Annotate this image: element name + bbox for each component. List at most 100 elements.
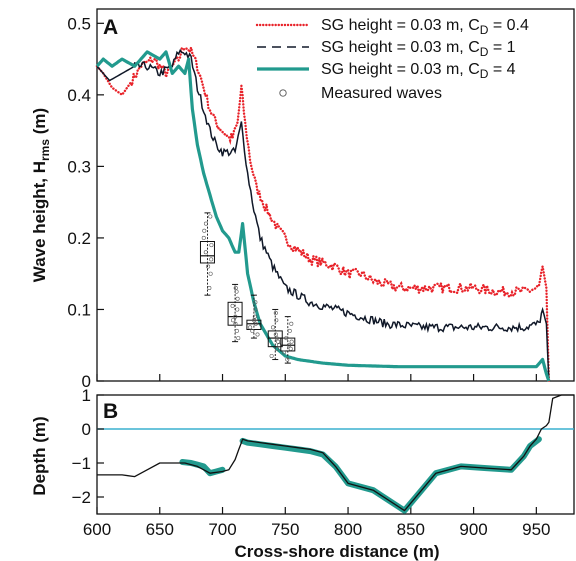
seagrass-segment xyxy=(239,436,542,514)
measured-point xyxy=(250,328,255,333)
legend-label-sub: D xyxy=(480,67,489,81)
legend-measured-label: Measured waves xyxy=(321,85,442,102)
seagrass-segment xyxy=(179,459,226,477)
legend-label-tail: = 4 xyxy=(488,61,515,78)
panel-a-axes: 0 0.1 0.2 0.3 0.4 0.5 600 650 700 750 800 850 900 950 xyxy=(67,14,550,539)
x-axis-title: Cross-shore distance (m) xyxy=(235,542,440,561)
series-cd-1-line xyxy=(96,48,550,382)
legend-label-main: SG height = 0.03 m, C xyxy=(321,17,480,34)
measured-point xyxy=(230,318,235,323)
measured-point xyxy=(276,339,281,344)
panel-a-letter: A xyxy=(103,16,118,39)
measured-point xyxy=(284,336,289,341)
measured-point xyxy=(274,346,279,351)
measured-point xyxy=(273,332,278,337)
measured-point xyxy=(208,271,213,276)
measured-point xyxy=(230,303,235,308)
measured-point xyxy=(202,228,207,233)
measured-point xyxy=(274,318,279,323)
measured-point xyxy=(233,321,238,326)
y-axis-title-a-sub: rms xyxy=(38,139,52,161)
measured-point xyxy=(233,314,238,319)
legend-label: SG height = 0.03 m, CD = 0.4 xyxy=(321,17,529,37)
measured-point xyxy=(235,307,240,312)
y-tick-label-a: 0.2 xyxy=(67,229,91,248)
y-axis-title-a: Wave height, Hrms (m) xyxy=(30,108,52,282)
y-tick-label-a: 0.5 xyxy=(67,14,91,33)
measured-box xyxy=(280,316,296,364)
measured-point xyxy=(281,350,286,355)
measured-point xyxy=(253,307,258,312)
x-tick-label: 850 xyxy=(397,520,425,539)
measured-box-rect xyxy=(199,241,215,264)
panel-b-frame xyxy=(96,394,575,515)
measured-point xyxy=(208,214,213,219)
measured-point xyxy=(252,318,257,323)
measured-point xyxy=(236,336,241,341)
y-tick-label-a: 0.1 xyxy=(67,300,91,319)
x-tick-label: 950 xyxy=(522,520,550,539)
measured-point xyxy=(253,321,258,326)
y-tick-label-a: 0 xyxy=(82,372,91,391)
y-tick-label-b: −1 xyxy=(72,454,91,473)
measured-point xyxy=(287,343,292,348)
measured-point xyxy=(203,221,208,226)
y-tick-label-b: 1 xyxy=(82,386,91,405)
measured-point xyxy=(255,332,260,337)
y-tick-label-a: 0.3 xyxy=(67,157,91,176)
measured-point xyxy=(209,243,214,248)
measured-point xyxy=(233,285,238,290)
measured-box xyxy=(267,308,283,361)
legend-label-main: SG height = 0.03 m, C xyxy=(321,61,480,78)
measured-point xyxy=(273,311,278,316)
svg-text:Wave height, Hrms (m): Wave height, Hrms (m) xyxy=(30,108,52,282)
x-tick-label: 600 xyxy=(83,520,111,539)
measured-point xyxy=(289,339,294,344)
legend-label: SG height = 0.03 m, CD = 1 xyxy=(321,39,516,59)
measured-point xyxy=(253,300,258,305)
legend-label-sub: D xyxy=(480,23,489,37)
x-tick-label: 700 xyxy=(208,520,236,539)
panel-b-letter: B xyxy=(103,400,118,423)
measured-point xyxy=(234,328,239,333)
x-tick-label: 800 xyxy=(334,520,362,539)
measured-box-rect xyxy=(246,319,262,330)
measured-point xyxy=(252,314,257,319)
measured-point xyxy=(269,353,274,358)
legend: SG height = 0.03 m, CD = 0.4SG height = … xyxy=(255,17,529,102)
measured-point xyxy=(206,264,211,269)
panel-b-axes: −2 −1 0 1 xyxy=(72,386,104,507)
measured-point xyxy=(248,325,253,330)
bed-profile-line xyxy=(97,394,574,512)
legend-label-tail: = 0.4 xyxy=(488,17,529,34)
measured-point xyxy=(207,285,212,290)
y-tick-label-b: 0 xyxy=(82,420,91,439)
measured-point xyxy=(270,325,275,330)
measured-point xyxy=(274,336,279,341)
legend-measured-marker xyxy=(279,89,287,97)
measured-box xyxy=(199,212,215,296)
x-tick-label: 900 xyxy=(459,520,487,539)
measured-point xyxy=(203,250,208,255)
measured-point xyxy=(288,346,293,351)
legend-label: SG height = 0.03 m, CD = 4 xyxy=(321,61,516,81)
measured-point xyxy=(209,257,214,262)
measured-box-rect xyxy=(267,330,283,348)
panel-a-plot xyxy=(95,42,551,383)
legend-label-sub: D xyxy=(480,45,489,59)
x-tick-label: 750 xyxy=(271,520,299,539)
measured-point xyxy=(285,357,290,362)
measured-point xyxy=(234,289,239,294)
y-axis-title-b: Depth (m) xyxy=(30,416,49,495)
measured-box xyxy=(246,294,262,339)
measured-box xyxy=(227,283,243,343)
measured-point xyxy=(235,296,240,301)
y-tick-label-b: −2 xyxy=(72,488,91,507)
x-tick-label: 650 xyxy=(146,520,174,539)
legend-label-main: SG height = 0.03 m, C xyxy=(321,39,480,56)
series-cd-4-line xyxy=(95,50,551,382)
measured-point xyxy=(287,328,292,333)
y-tick-label-a: 0.4 xyxy=(67,86,91,105)
measured-point xyxy=(201,235,206,240)
panel-a-frame xyxy=(96,8,575,382)
